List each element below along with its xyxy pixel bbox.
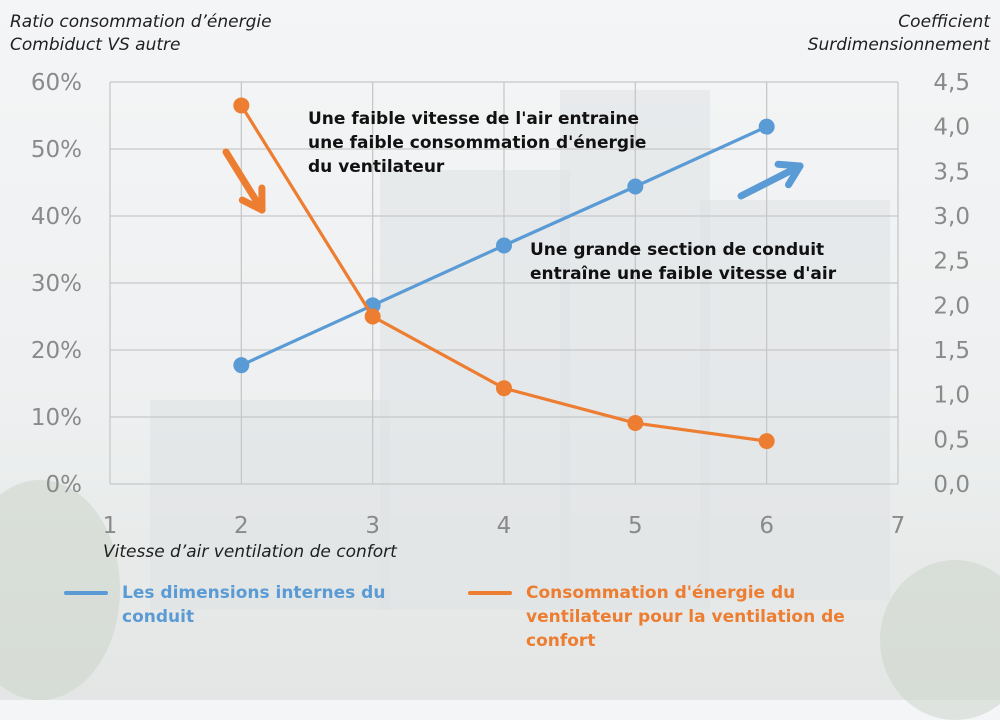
y-right-axis-title-line: Coefficient: [898, 12, 990, 32]
y-right-tick-label: 2,0: [933, 293, 970, 319]
y-right-tick-label: 2,5: [933, 249, 970, 275]
data-point-orange: [364, 308, 381, 325]
y-right-tick-label: 4,5: [933, 70, 970, 96]
legend-label: Consommation d'énergie du ventilateur po…: [526, 581, 845, 653]
arrow-shaft: [222, 148, 266, 214]
y-left-axis-title-line: Combiduct VS autre: [10, 35, 181, 55]
y-right-tick-label: 1,5: [933, 338, 970, 364]
legend-label: Les dimensions internes du conduit: [122, 581, 385, 629]
x-tick-label: 5: [628, 513, 643, 539]
y-left-tick-label: 20%: [31, 338, 82, 364]
x-tick-label: 4: [497, 513, 512, 539]
data-point-blue: [233, 357, 250, 374]
annotation-air-speed: Une faible vitesse de l'air entraine une…: [308, 107, 646, 179]
legend-label-line: confort: [526, 631, 596, 651]
y-right-tick-label: 3,0: [933, 204, 970, 230]
legend-label-line: Consommation d'énergie du: [526, 583, 796, 603]
annotation-line: une faible consommation d'énergie: [308, 133, 647, 153]
y-right-tick-label: 3,5: [933, 159, 970, 185]
background-tree: [880, 560, 1000, 720]
data-point-blue: [758, 118, 775, 135]
x-tick-label: 2: [234, 513, 249, 539]
y-left-axis-title: Ratio consommation d’énergie Combiduct V…: [10, 11, 272, 57]
trend-arrow-up-icon: [737, 160, 804, 200]
data-point-orange: [233, 97, 250, 114]
annotation-line: entraîne une faible vitesse d'air: [530, 264, 837, 284]
y-left-tick-label: 10%: [31, 405, 82, 431]
y-left-tick-label: 60%: [31, 70, 82, 96]
x-tick-label: 7: [891, 513, 906, 539]
y-right-tick-label: 1,0: [933, 383, 970, 409]
y-right-tick-label: 0,5: [933, 427, 970, 453]
background-building: [700, 200, 890, 600]
y-right-axis-title-line: Surdimensionnement: [807, 35, 990, 55]
y-left-tick-label: 0%: [46, 472, 83, 498]
trend-arrow-down-icon: [222, 148, 266, 214]
x-tick-label: 1: [103, 513, 118, 539]
y-left-tick-label: 40%: [31, 204, 82, 230]
y-left-tick-label: 50%: [31, 137, 82, 163]
legend-label-line: conduit: [122, 607, 195, 627]
annotation-line: du ventilateur: [308, 157, 445, 177]
data-point-orange: [627, 415, 644, 432]
data-point-orange: [758, 433, 775, 450]
annotation-line: Une grande section de conduit: [530, 240, 825, 260]
data-point-blue: [627, 178, 644, 195]
legend-label-line: Les dimensions internes du: [122, 583, 386, 603]
annotation-line: Une faible vitesse de l'air entraine: [308, 109, 640, 129]
arrow-head: [774, 160, 804, 189]
data-point-orange: [496, 380, 512, 397]
y-left-axis-title-line: Ratio consommation d’énergie: [10, 12, 272, 32]
legend-swatch-orange: [468, 591, 512, 595]
y-right-tick-label: 0,0: [933, 472, 970, 498]
legend-swatch-blue: [64, 591, 108, 595]
background-building: [150, 400, 390, 610]
x-tick-label: 3: [365, 513, 380, 539]
x-tick-label: 6: [759, 513, 774, 539]
legend-label-line: ventilateur pour la ventilation de: [526, 607, 845, 627]
x-axis-title: Vitesse d’air ventilation de confort: [103, 542, 397, 562]
legend-item-fan-consumption: Consommation d'énergie du ventilateur po…: [468, 581, 868, 653]
y-right-tick-label: 4,0: [933, 115, 970, 141]
arrow-shaft: [737, 162, 804, 200]
y-left-tick-label: 30%: [31, 271, 82, 297]
line-chart: 0% 10% 20% 30% 40% 50% 60% 1 2 3 4 5 6 7 0,0 0,5 1,0 1,5 2…: [31, 70, 970, 539]
background-building: [380, 170, 570, 610]
annotation-duct-section: Une grande section de conduit entraîne u…: [530, 238, 836, 286]
legend-item-duct-dimensions: Les dimensions internes du conduit: [64, 581, 404, 629]
data-point-blue: [496, 237, 512, 254]
arrow-head: [238, 184, 266, 214]
y-right-axis-title: Coefficient Surdimensionnement: [808, 11, 990, 57]
